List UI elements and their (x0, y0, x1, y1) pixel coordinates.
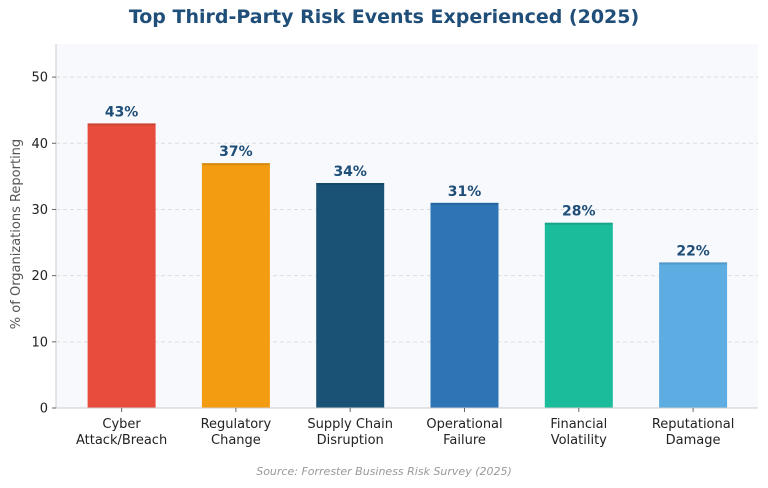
bar (544, 222, 613, 408)
x-tick-label: Reputational Damage (652, 417, 734, 448)
y-tick-label: 40 (31, 137, 48, 152)
y-tick-label: 0 (40, 402, 48, 417)
bar-top-edge (659, 262, 728, 265)
y-axis-ticks: 0 10 20 30 40 50 (31, 71, 56, 417)
bar-top-edge (544, 222, 613, 225)
value-label: 22% (676, 243, 710, 259)
x-tick-label: Regulatory Change (201, 417, 272, 448)
bar (316, 182, 385, 408)
x-tick-label: Supply Chain Disruption (307, 417, 393, 448)
axes (55, 44, 758, 409)
value-label: 43% (105, 104, 139, 120)
y-tick-label: 20 (31, 269, 48, 284)
bar-top-edge (316, 182, 385, 185)
gridlines (56, 76, 758, 343)
bar (201, 163, 270, 408)
x-tick-label: Cyber Attack/Breach (76, 417, 167, 448)
chart-title: Top Third-Party Risk Events Experienced … (128, 6, 640, 28)
value-label: 37% (219, 144, 253, 160)
y-tick-label: 30 (31, 203, 48, 218)
y-tick-label: 50 (31, 71, 48, 86)
source-note: Source: Forrester Business Risk Survey (… (256, 465, 512, 478)
plot-area (56, 44, 758, 408)
y-axis-title: % of Organizations Reporting (9, 139, 24, 329)
bar-top-edge (87, 123, 156, 126)
x-tick-label: Operational Failure (426, 417, 502, 448)
value-label: 28% (562, 204, 596, 220)
bars (87, 123, 728, 408)
y-tick-label: 10 (31, 335, 48, 350)
bar (87, 123, 156, 408)
bar-top-edge (201, 163, 270, 166)
bar (430, 202, 499, 408)
x-tick-label: Financial Volatility (550, 417, 607, 448)
bar-top-edge (430, 202, 499, 205)
value-label: 31% (448, 184, 482, 200)
value-labels: 43% 37% 34% 31% 28% 22% (105, 104, 710, 259)
bar (659, 262, 728, 408)
x-axis-ticks: Cyber Attack/Breach Regulatory Change Supply… (76, 408, 734, 448)
value-label: 34% (333, 164, 367, 180)
